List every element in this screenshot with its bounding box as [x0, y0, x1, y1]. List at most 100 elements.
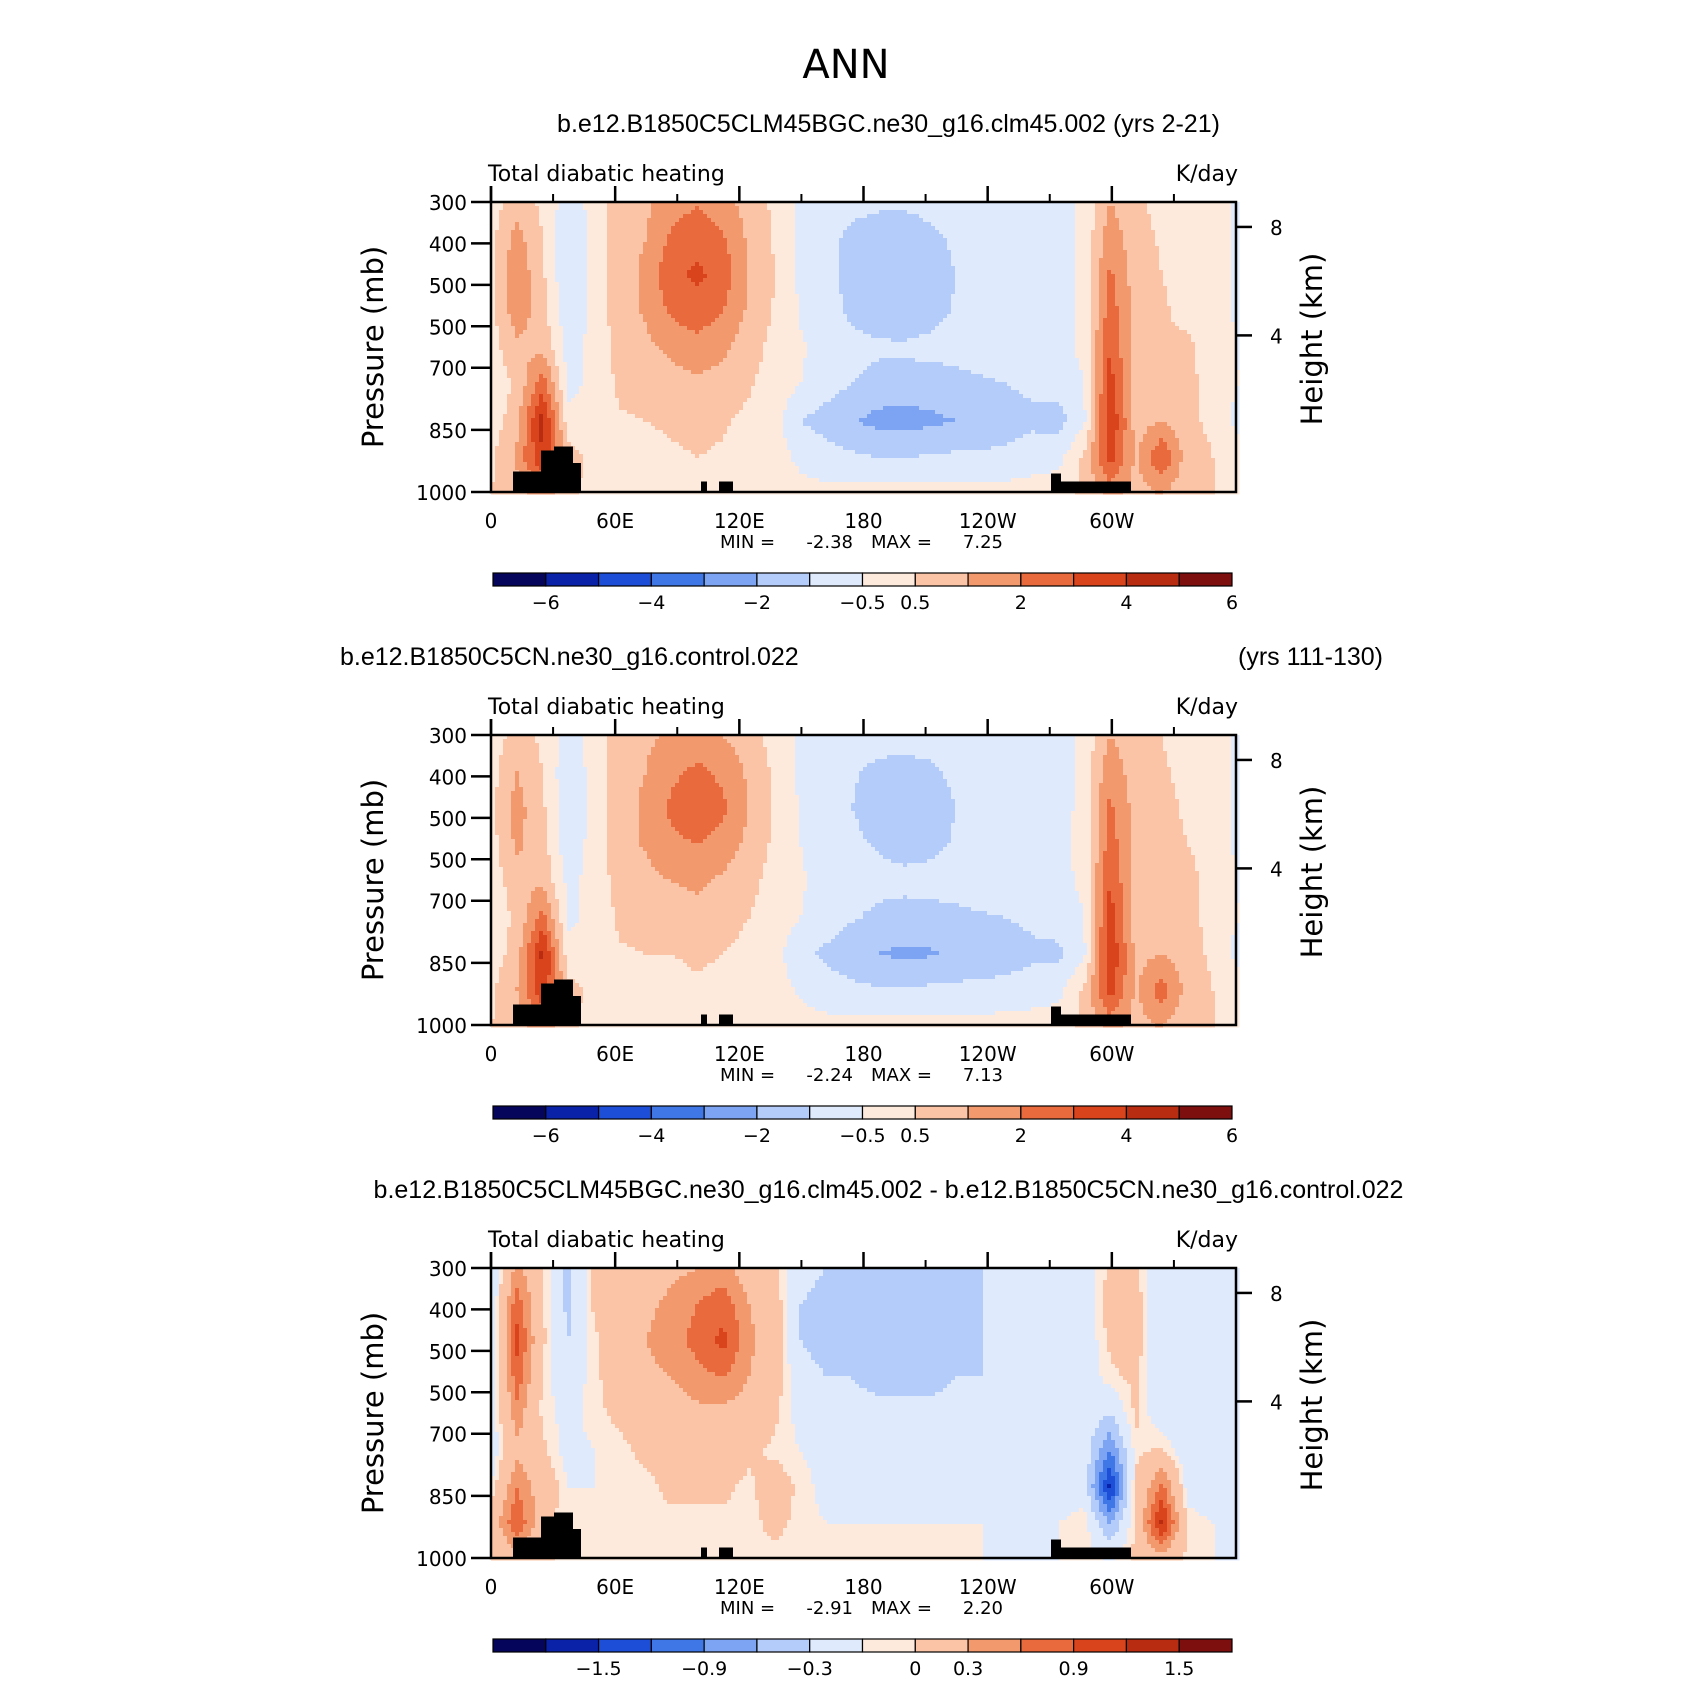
contour-cell	[819, 290, 824, 295]
contour-cell	[683, 206, 688, 211]
contour-cell	[811, 242, 816, 247]
contour-cell	[723, 246, 728, 251]
contour-cell	[831, 206, 836, 211]
contour-cell	[823, 282, 828, 287]
contour-cell	[1075, 290, 1080, 295]
contour-cell	[1211, 234, 1216, 239]
contour-cell	[587, 262, 592, 267]
contour-cell	[731, 262, 736, 267]
contour-cell	[611, 222, 616, 227]
contour-cell	[567, 282, 572, 287]
contour-cell	[795, 246, 800, 251]
contour-cell	[731, 246, 736, 251]
contour-cell	[675, 258, 680, 263]
contour-cell	[511, 202, 516, 207]
contour-cell	[787, 278, 792, 283]
contour-cell	[1171, 246, 1176, 251]
contour-cell	[887, 230, 892, 235]
contour-cell	[731, 258, 736, 263]
contour-cell	[635, 242, 640, 247]
contour-cell	[1007, 298, 1012, 303]
contour-cell	[1211, 262, 1216, 267]
contour-cell	[635, 250, 640, 255]
contour-cell	[955, 262, 960, 267]
contour-cell	[999, 246, 1004, 251]
contour-cell	[495, 206, 500, 211]
contour-cell	[1143, 242, 1148, 247]
contour-cell	[491, 230, 496, 235]
contour-cell	[751, 282, 756, 287]
contour-cell	[935, 290, 940, 295]
contour-cell	[1107, 218, 1112, 223]
contour-cell	[1035, 302, 1040, 307]
contour-cell	[491, 242, 496, 247]
contour-cell	[543, 286, 548, 291]
contour-cell	[1223, 278, 1228, 283]
contour-cell	[995, 202, 1000, 207]
contour-cell	[951, 214, 956, 219]
contour-cell	[971, 222, 976, 227]
contour-cell	[1143, 214, 1148, 219]
contour-cell	[1015, 254, 1020, 259]
contour-cell	[663, 286, 668, 291]
contour-cell	[903, 278, 908, 283]
contour-cell	[1207, 226, 1212, 231]
contour-cell	[799, 286, 804, 291]
contour-cell	[607, 286, 612, 291]
contour-cell	[863, 302, 868, 307]
contour-cell	[643, 258, 648, 263]
contour-cell	[1103, 206, 1108, 211]
contour-cell	[1107, 286, 1112, 291]
contour-cell	[939, 246, 944, 251]
contour-cell	[1051, 210, 1056, 215]
contour-cell	[595, 274, 600, 279]
contour-cell	[831, 218, 836, 223]
contour-cell	[735, 246, 740, 251]
contour-cell	[491, 254, 496, 259]
contour-cell	[839, 218, 844, 223]
contour-cell	[667, 218, 672, 223]
contour-cell	[1179, 274, 1184, 279]
contour-cell	[975, 214, 980, 219]
contour-cell	[915, 274, 920, 279]
contour-cell	[959, 250, 964, 255]
contour-cell	[647, 270, 652, 275]
contour-cell	[895, 210, 900, 215]
contour-cell	[715, 210, 720, 215]
contour-cell	[1107, 222, 1112, 227]
contour-cell	[819, 270, 824, 275]
contour-cell	[979, 234, 984, 239]
contour-cell	[783, 298, 788, 303]
contour-cell	[871, 210, 876, 215]
contour-cell	[771, 294, 776, 299]
contour-cell	[1095, 254, 1100, 259]
contour-cell	[707, 218, 712, 223]
contour-cell	[583, 258, 588, 263]
contour-cell	[995, 226, 1000, 231]
contour-cell	[495, 258, 500, 263]
contour-cell	[923, 286, 928, 291]
contour-cell	[523, 274, 528, 279]
contour-cell	[899, 286, 904, 291]
contour-cell	[875, 266, 880, 271]
contour-cell	[863, 270, 868, 275]
contour-cell	[667, 234, 672, 239]
contour-cell	[819, 246, 824, 251]
contour-cell	[1075, 234, 1080, 239]
contour-cell	[867, 290, 872, 295]
contour-cell	[1151, 214, 1156, 219]
contour-cell	[603, 222, 608, 227]
contour-cell	[671, 306, 676, 311]
contour-cell	[979, 282, 984, 287]
contour-cell	[655, 302, 660, 307]
contour-cell	[1115, 266, 1120, 271]
contour-cell	[631, 274, 636, 279]
contour-cell	[859, 306, 864, 311]
contour-cell	[1055, 278, 1060, 283]
contour-cell	[971, 290, 976, 295]
contour-cell	[655, 226, 660, 231]
contour-cell	[963, 238, 968, 243]
contour-cell	[679, 218, 684, 223]
contour-cell	[587, 254, 592, 259]
contour-cell	[707, 238, 712, 243]
